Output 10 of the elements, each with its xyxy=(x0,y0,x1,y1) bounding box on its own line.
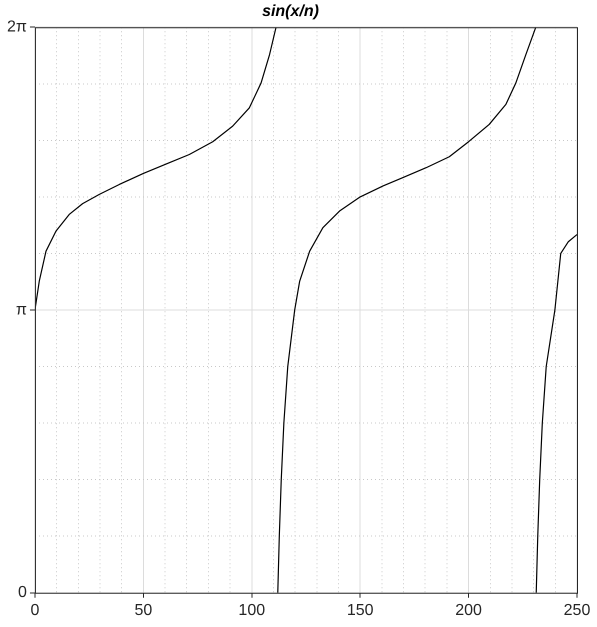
x-tick-label: 50 xyxy=(134,602,152,619)
y-tick-label: 2π xyxy=(7,18,27,36)
x-tick-label: 150 xyxy=(346,602,374,619)
x-tick-label: 100 xyxy=(238,602,266,619)
x-tick-label: 0 xyxy=(30,602,40,619)
y-tick-label: π xyxy=(16,301,27,318)
chart-title: sin(x/n) xyxy=(262,3,319,20)
x-tick-label: 200 xyxy=(455,602,482,619)
x-tick-label: 250 xyxy=(564,602,590,619)
y-tick-label: 0 xyxy=(18,584,28,602)
